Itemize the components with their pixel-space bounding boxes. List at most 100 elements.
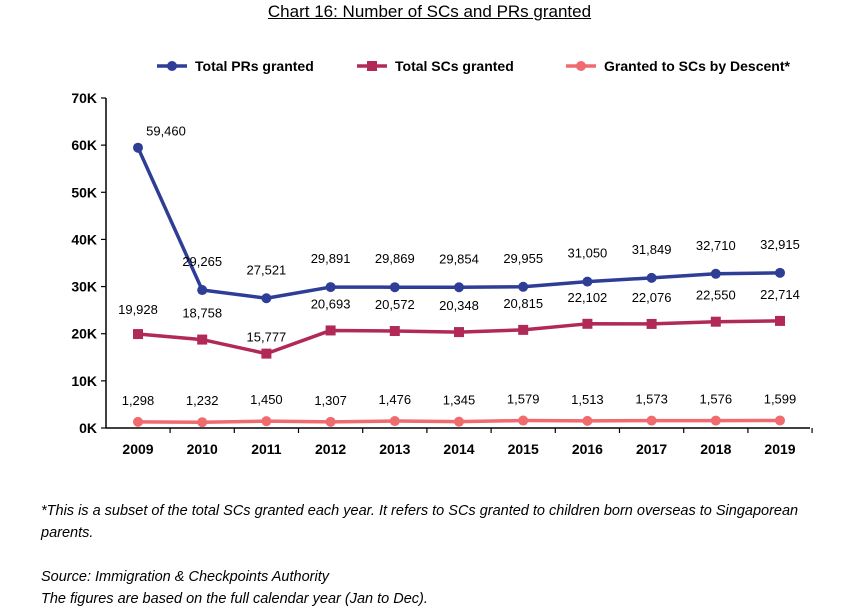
series-line [137,319,781,356]
data-point [389,326,400,337]
data-label: 1,579 [507,392,540,407]
data-label: 1,476 [379,392,412,407]
calendar-note: The figures are based on the full calend… [41,591,428,607]
data-point [710,415,721,426]
y-tick-label: 60K [71,137,97,153]
data-point [710,268,721,279]
data-point [454,327,464,338]
legend-label: Granted to SCs by Descent* [604,58,790,74]
y-tick-label: 0K [79,420,97,436]
data-point [133,416,143,427]
x-tick-label: 2012 [315,441,346,457]
legend-item-1: Total PRs granted [157,58,314,74]
y-tick-label: 40K [71,231,97,247]
y-axis: 0K 10K 20K 30K 40K 50K 60K 70K [71,90,107,436]
data-label: 18,758 [182,306,222,321]
data-point [325,282,336,293]
x-tick-label: 2019 [764,441,795,457]
legend-item-3: Granted to SCs by Descent* [566,58,790,74]
x-tick-label: 2015 [508,441,539,457]
data-point [389,416,400,427]
data-label: 22,550 [696,288,736,303]
data-label: 59,460 [146,124,186,139]
data-point [710,316,721,327]
data-label: 20,572 [375,297,415,312]
data-point [261,416,272,427]
data-label: 1,307 [314,393,347,408]
series-line [136,146,781,301]
data-label: 20,815 [503,296,543,311]
data-point [325,325,336,336]
data-label: 32,915 [760,237,800,252]
data-label: 29,854 [439,251,479,266]
data-point [454,282,464,293]
data-label: 32,710 [696,238,736,253]
data-point [775,315,785,326]
data-label: 1,573 [635,392,668,407]
data-label: 27,521 [247,262,287,277]
data-label: 20,693 [311,296,351,311]
x-axis: 2009 2010 2011 2012 2013 2014 2015 2016 2017 2018… [106,427,813,457]
x-tick-label: 2010 [187,441,218,457]
legend-marker [367,61,377,71]
y-tick-label: 10K [71,373,97,389]
data-point [518,415,529,426]
series-3: 1,298 1,232 1,450 1,307 1,476 1,345 1,579 1,513… [122,391,797,428]
data-point [133,142,143,153]
plot-area: 59,460 29,265 27,521 29,891 29,869 29,854 29,9… [118,124,800,428]
data-label: 31,050 [568,246,608,261]
data-label: 1,232 [186,393,219,408]
data-label: 22,102 [568,290,608,305]
data-point [646,415,657,426]
data-label: 20,348 [439,298,479,313]
data-label: 1,599 [764,391,797,406]
legend-item-2: Total SCs granted [357,58,514,74]
x-tick-label: 2013 [379,441,410,457]
line-chart: Total PRs granted Total SCs granted Grante… [71,58,813,457]
y-tick-label: 50K [71,184,97,200]
y-tick-label: 20K [71,326,97,342]
chart-title: Chart 16: Number of SCs and PRs granted [267,2,592,21]
data-label: 15,777 [247,330,287,345]
x-tick-label: 2009 [122,441,153,457]
x-tick-label: 2014 [443,441,474,457]
data-label: 1,345 [443,393,476,408]
data-point [582,318,593,329]
legend-marker [167,61,177,71]
data-point [518,324,529,335]
data-point [775,415,785,426]
data-point [454,416,464,427]
series-1: 59,460 29,265 27,521 29,891 29,869 29,854 29,9… [133,124,800,304]
data-point [518,281,529,292]
data-point [389,282,400,293]
x-tick-label: 2011 [251,441,282,457]
data-label: 22,076 [632,290,672,305]
x-tick-label: 2016 [572,441,603,457]
data-label: 1,450 [250,392,283,407]
data-point [197,417,208,428]
data-label: 1,298 [122,393,155,408]
data-label: 29,265 [182,254,222,269]
data-label: 29,891 [311,251,351,266]
series-2: 19,928 18,758 15,777 20,693 20,572 20,348 20,8… [118,287,800,359]
source-note: Source: Immigration & Checkpoints Author… [41,569,329,585]
x-tick-label: 2017 [636,441,667,457]
data-point [261,293,272,304]
data-point [646,318,657,329]
data-point [133,329,143,340]
legend-label: Total PRs granted [195,58,314,74]
y-tick-label: 30K [71,279,97,295]
data-label: 29,955 [503,251,543,266]
x-tick-label: 2018 [700,441,731,457]
data-point [197,334,208,345]
data-point [197,285,208,296]
data-label: 19,928 [118,302,158,317]
data-label: 31,849 [632,242,672,257]
data-point [582,415,593,426]
data-point [261,348,272,359]
data-point [646,272,657,283]
data-label: 1,513 [571,392,604,407]
legend-marker [576,61,586,71]
data-label: 22,714 [760,287,800,302]
y-tick-label: 70K [71,90,97,106]
